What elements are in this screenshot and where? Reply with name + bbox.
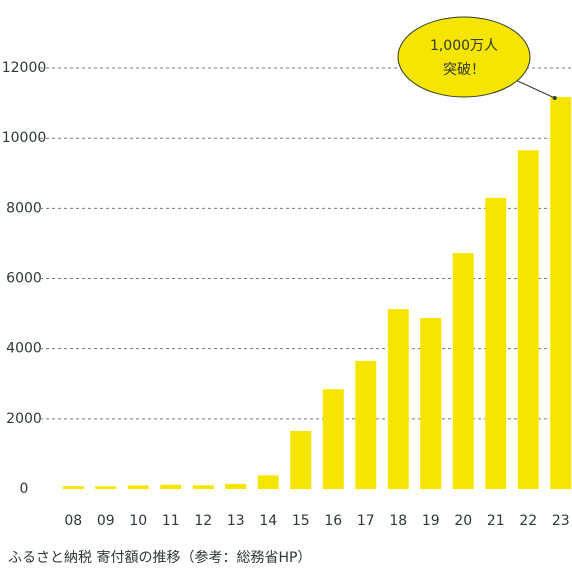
bar xyxy=(452,253,474,489)
bar xyxy=(517,150,539,489)
bar xyxy=(160,484,182,489)
x-tick-label: 23 xyxy=(552,513,570,529)
x-tick-label: 21 xyxy=(487,513,505,529)
x-tick-label: 12 xyxy=(194,513,212,529)
y-tick-label: 4000 xyxy=(6,341,42,357)
bar xyxy=(322,389,344,489)
y-tick-label: 0 xyxy=(20,481,29,497)
bar xyxy=(127,485,149,489)
y-tick-label: 12000 xyxy=(2,60,47,76)
bar xyxy=(62,486,84,489)
bar xyxy=(257,475,279,489)
y-tick-label: 6000 xyxy=(6,271,42,287)
x-tick-label: 18 xyxy=(389,513,407,529)
annotation-dot xyxy=(552,95,557,100)
bar xyxy=(355,360,377,489)
x-tick-label: 17 xyxy=(357,513,375,529)
x-tick-label: 08 xyxy=(64,513,82,529)
bar xyxy=(290,431,312,489)
x-tick-label: 10 xyxy=(129,513,147,529)
bar xyxy=(420,317,442,489)
x-tick-label: 11 xyxy=(162,513,180,529)
y-tick-label: 10000 xyxy=(2,130,47,146)
bar xyxy=(485,197,507,489)
bar xyxy=(550,96,572,489)
annotation-text: 突破！ xyxy=(443,62,485,78)
bar xyxy=(225,483,247,489)
x-tick-label: 13 xyxy=(227,513,245,529)
bar xyxy=(95,486,117,489)
x-tick-label: 09 xyxy=(97,513,115,529)
x-tick-label: 20 xyxy=(454,513,472,529)
bar xyxy=(192,485,214,489)
x-tick-label: 19 xyxy=(422,513,440,529)
chart-caption: ふるさと納税 寄付額の推移（参考：総務省HP） xyxy=(8,549,311,566)
x-tick-label: 22 xyxy=(519,513,537,529)
x-tick-label: 15 xyxy=(292,513,310,529)
x-tick-label: 14 xyxy=(259,513,277,529)
bar xyxy=(387,309,409,489)
y-tick-label: 8000 xyxy=(6,200,42,216)
annotation-bubble xyxy=(397,16,531,98)
y-tick-label: 2000 xyxy=(6,411,42,427)
annotation-text: 1,000万人 xyxy=(430,38,498,54)
x-tick-label: 16 xyxy=(324,513,342,529)
